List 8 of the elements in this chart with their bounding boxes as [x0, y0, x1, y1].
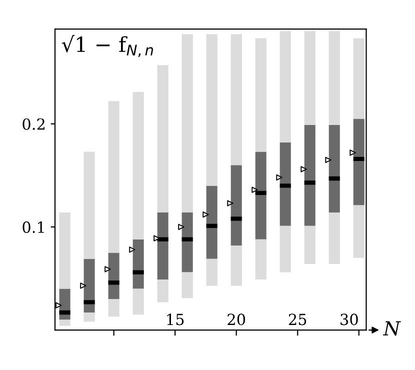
y-tick-label: 0.2 [22, 118, 44, 130]
x-tick-label: 15 [167, 314, 184, 326]
x-axis-title: N [382, 321, 401, 336]
y-axis-title: √1 − f$_{N,n}$ [62, 35, 153, 58]
x-tick-label: 25 [288, 314, 306, 326]
x-tick-label: 20 [228, 314, 246, 326]
y-tick-label: 0.1 [22, 221, 44, 233]
x-tick-label: 30 [340, 314, 358, 326]
